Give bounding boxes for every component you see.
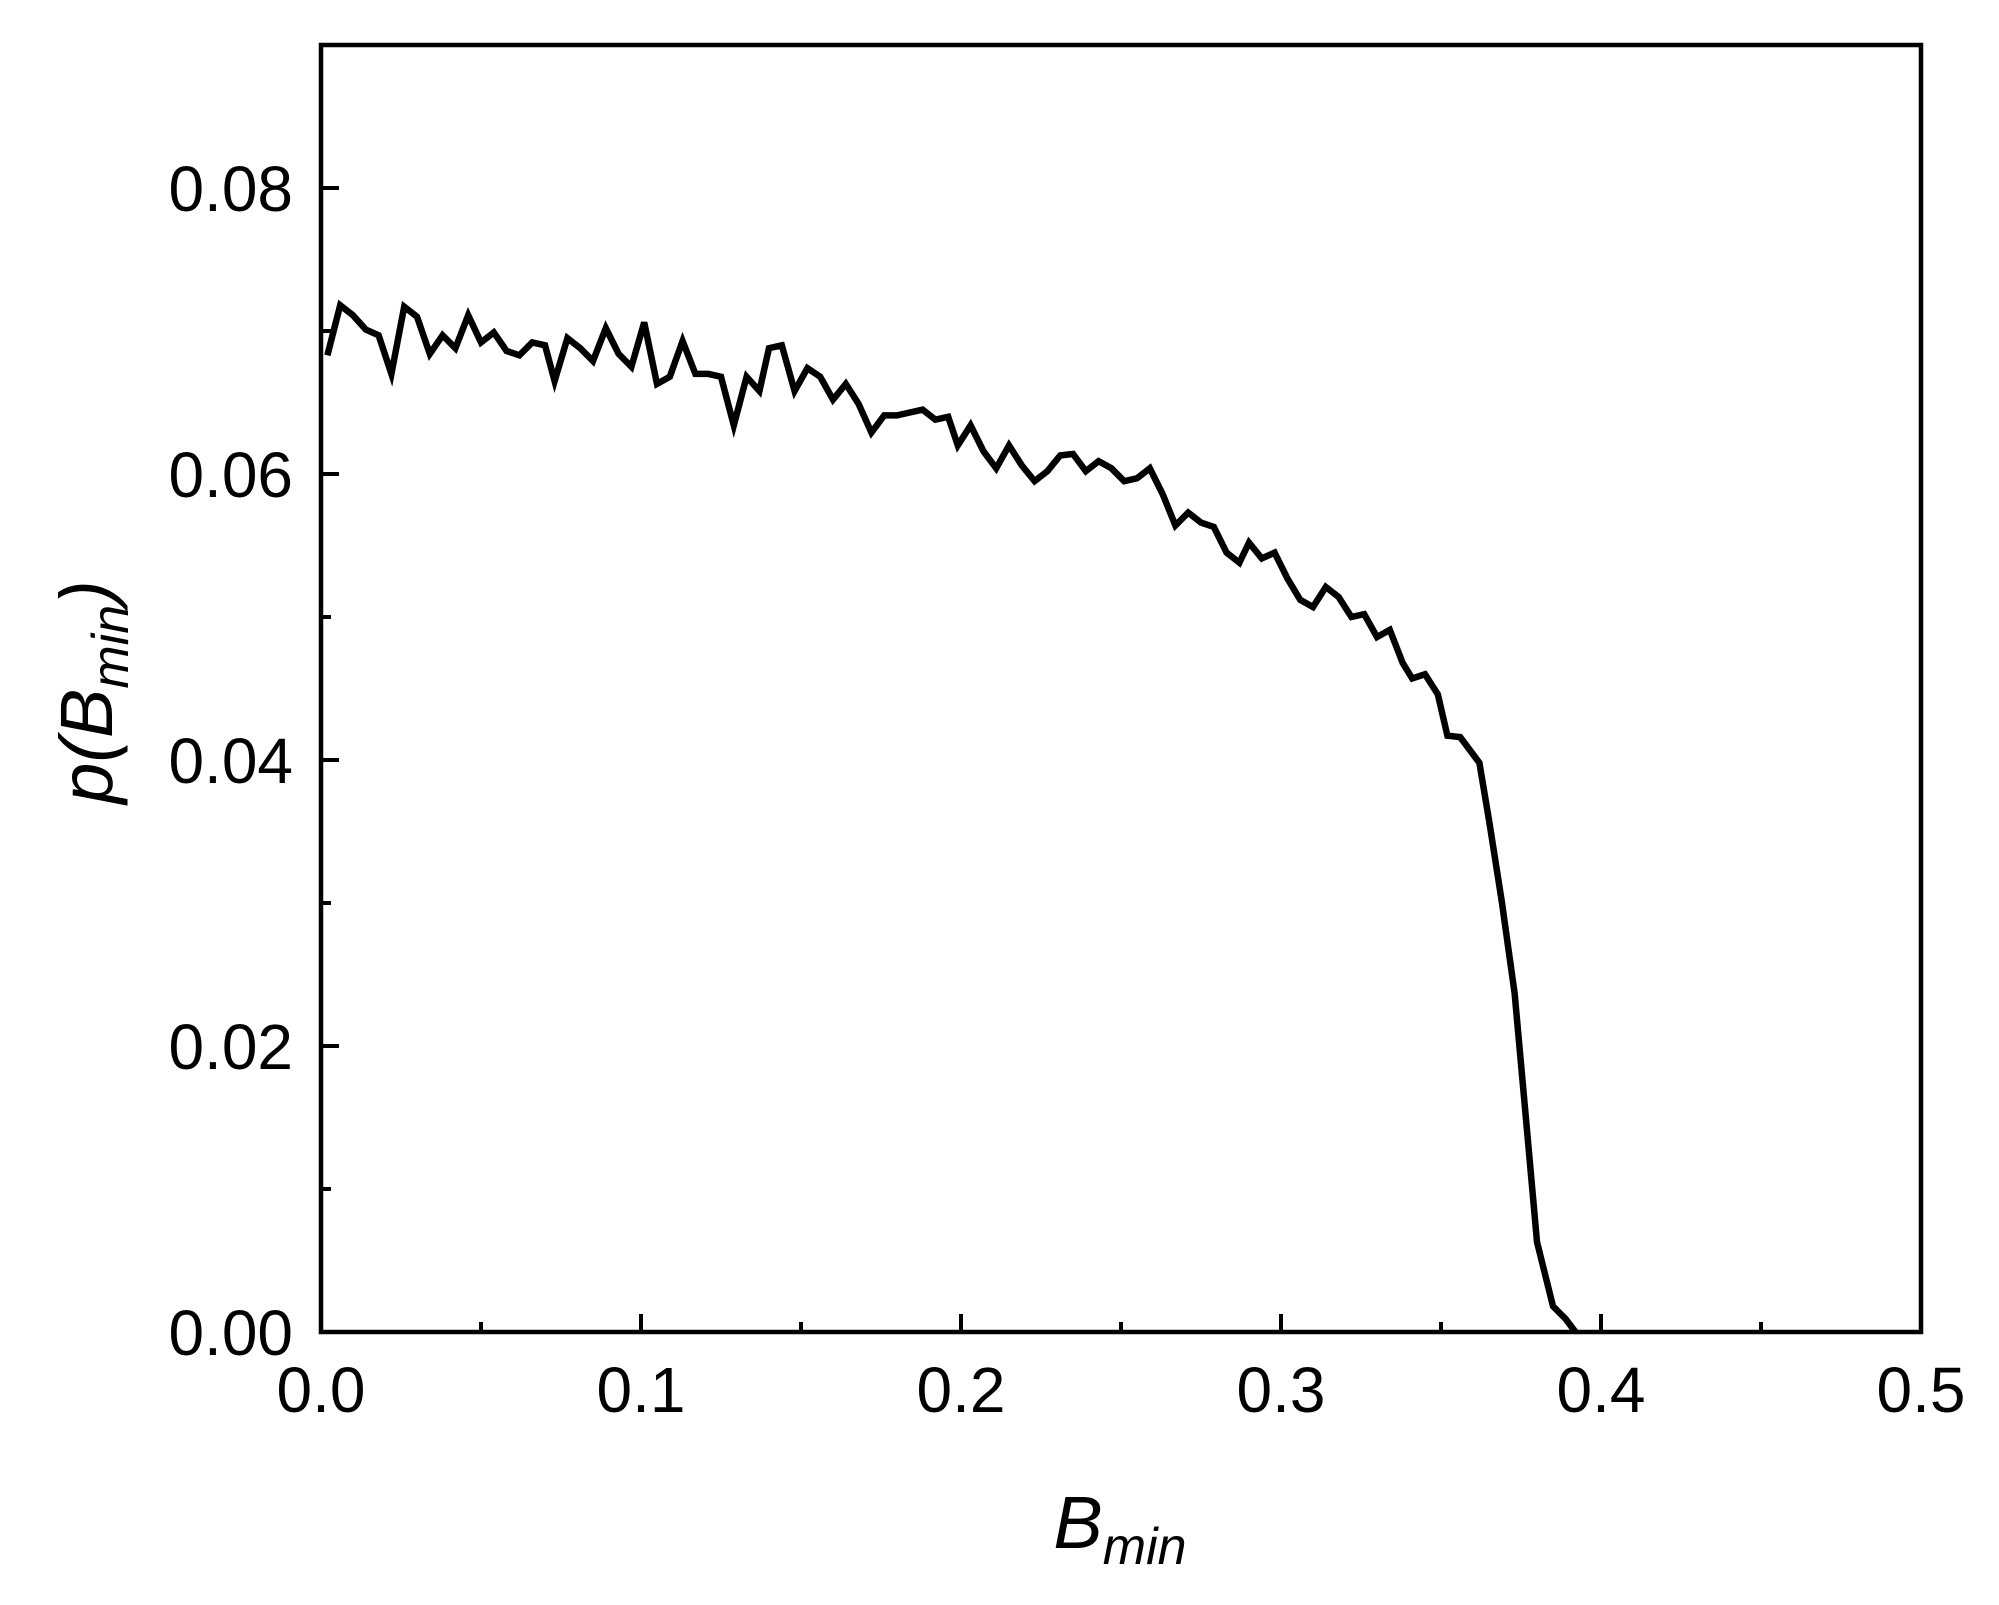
x-tick-label: 0.2 (917, 1354, 1006, 1426)
x-axis-label: Bmin (1053, 1481, 1186, 1576)
x-tick-label: 0.5 (1877, 1354, 1966, 1426)
y-tick-label: 0.08 (168, 153, 293, 225)
y-tick-label: 0.02 (168, 1011, 293, 1083)
y-axis-label: p(Bmin) (45, 580, 140, 806)
data-line (324, 299, 1579, 1334)
x-tick-label: 0.3 (1237, 1354, 1326, 1426)
plot-frame (318, 42, 1924, 1335)
y-label-main: p(B (45, 689, 128, 806)
y-tick-label: 0.00 (168, 1297, 293, 1369)
x-label-main: B (1053, 1481, 1102, 1564)
x-tick-label: 0.4 (1557, 1354, 1646, 1426)
x-tick-label: 0.1 (597, 1354, 686, 1426)
y-tick-label: 0.06 (168, 439, 293, 511)
y-label-sub: min (82, 605, 140, 689)
x-label-sub: min (1103, 1518, 1187, 1576)
x-tick-label: 0.0 (277, 1354, 366, 1426)
y-tick-label: 0.04 (168, 725, 293, 797)
